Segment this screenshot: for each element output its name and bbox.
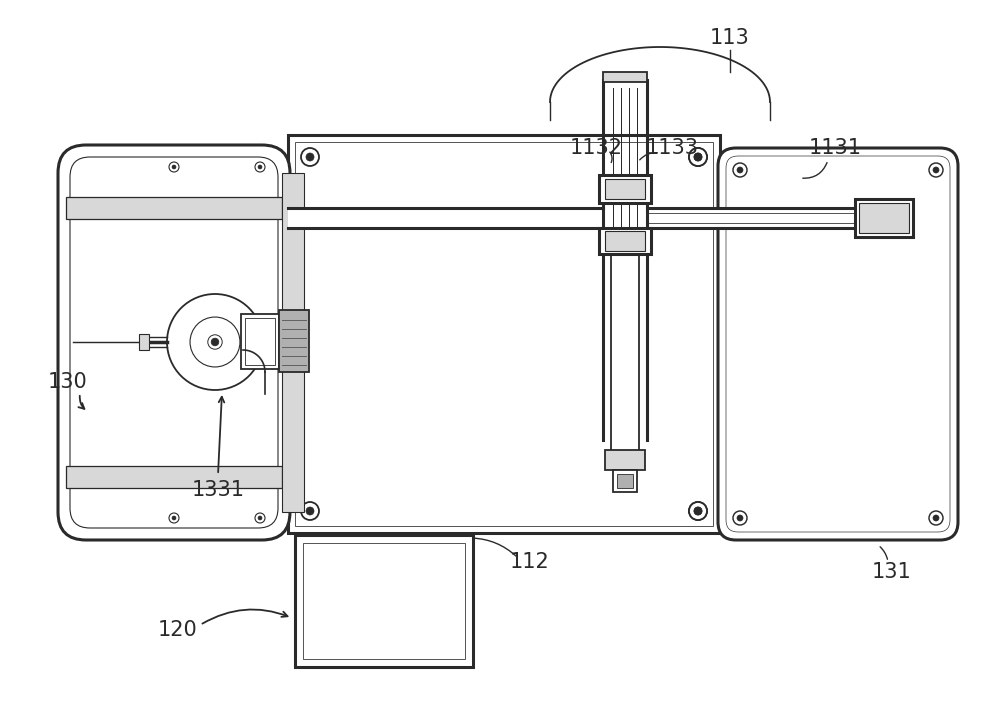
Text: 113: 113 (710, 28, 750, 48)
Circle shape (929, 163, 943, 177)
Circle shape (694, 507, 702, 515)
Circle shape (689, 502, 707, 520)
Circle shape (694, 153, 702, 161)
Bar (605, 450, 645, 470)
Circle shape (167, 294, 263, 390)
Bar (245, 318, 275, 365)
Text: 112: 112 (510, 552, 550, 572)
Bar (617, 474, 633, 488)
Bar (855, 199, 913, 237)
Text: 131: 131 (872, 562, 912, 582)
Bar (282, 173, 304, 512)
Text: 120: 120 (158, 620, 198, 640)
Circle shape (255, 162, 265, 172)
Bar (303, 543, 465, 659)
Bar (605, 231, 645, 251)
Bar (605, 179, 645, 199)
Circle shape (933, 167, 939, 173)
Circle shape (172, 516, 176, 520)
Bar (611, 254, 639, 468)
Bar (66, 466, 282, 488)
Bar (647, 208, 855, 228)
Bar (66, 197, 282, 219)
Text: 1131: 1131 (808, 138, 862, 158)
Bar (288, 208, 603, 228)
Bar (859, 203, 909, 233)
Circle shape (255, 513, 265, 523)
Bar (613, 470, 637, 492)
Bar (288, 135, 720, 533)
Circle shape (737, 515, 743, 521)
Circle shape (306, 153, 314, 161)
Bar (279, 310, 309, 372)
Circle shape (689, 148, 707, 166)
Circle shape (258, 516, 262, 520)
Circle shape (258, 165, 262, 169)
Text: 1133: 1133 (646, 138, 698, 158)
Circle shape (694, 153, 702, 161)
Bar (241, 314, 279, 369)
Circle shape (689, 148, 707, 166)
Circle shape (306, 507, 314, 515)
FancyBboxPatch shape (58, 145, 290, 540)
Circle shape (689, 502, 707, 520)
Circle shape (929, 511, 943, 525)
Bar (599, 228, 651, 254)
Bar (295, 142, 713, 526)
Text: 130: 130 (48, 372, 88, 392)
Circle shape (169, 513, 179, 523)
Circle shape (169, 162, 179, 172)
Circle shape (301, 502, 319, 520)
Circle shape (172, 165, 176, 169)
Bar (295, 535, 473, 667)
Text: 1132: 1132 (570, 138, 622, 158)
Circle shape (190, 317, 240, 367)
Circle shape (211, 338, 219, 346)
FancyBboxPatch shape (718, 148, 958, 540)
Circle shape (694, 507, 702, 515)
Bar (599, 175, 651, 203)
Bar (139, 334, 149, 350)
Text: 1331: 1331 (192, 480, 244, 500)
Circle shape (737, 167, 743, 173)
Circle shape (733, 511, 747, 525)
Circle shape (933, 515, 939, 521)
Circle shape (301, 148, 319, 166)
Bar (603, 72, 647, 82)
Circle shape (733, 163, 747, 177)
Circle shape (208, 335, 222, 349)
